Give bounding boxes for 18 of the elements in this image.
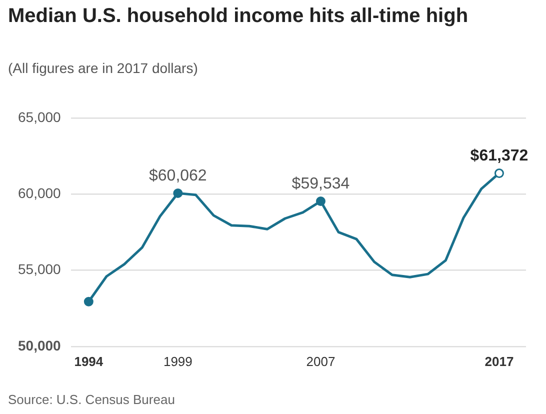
data-label: $59,534 — [292, 176, 350, 193]
point — [316, 196, 326, 206]
chart-subtitle: (All figures are in 2017 dollars) — [8, 60, 198, 76]
x-tick-label: 1994 — [74, 354, 104, 369]
x-tick-label: 2007 — [306, 354, 336, 369]
y-tick-label: 55,000 — [18, 261, 62, 278]
data-label: $60,062 — [149, 168, 207, 185]
y-tick-label: 60,000 — [18, 184, 62, 201]
y-tick-label: 65,000 — [18, 108, 62, 125]
x-tick-label: 1999 — [163, 354, 192, 369]
point — [494, 168, 504, 178]
point — [84, 296, 94, 306]
point — [173, 188, 183, 198]
source-note: Source: U.S. Census Bureau — [8, 392, 175, 407]
y-tick-label: 50,000 — [18, 337, 62, 354]
x-tick-label: 2017 — [484, 354, 514, 369]
data-label: $61,372 — [470, 148, 528, 165]
chart-title: Median U.S. household income hits all-time high — [8, 4, 470, 28]
